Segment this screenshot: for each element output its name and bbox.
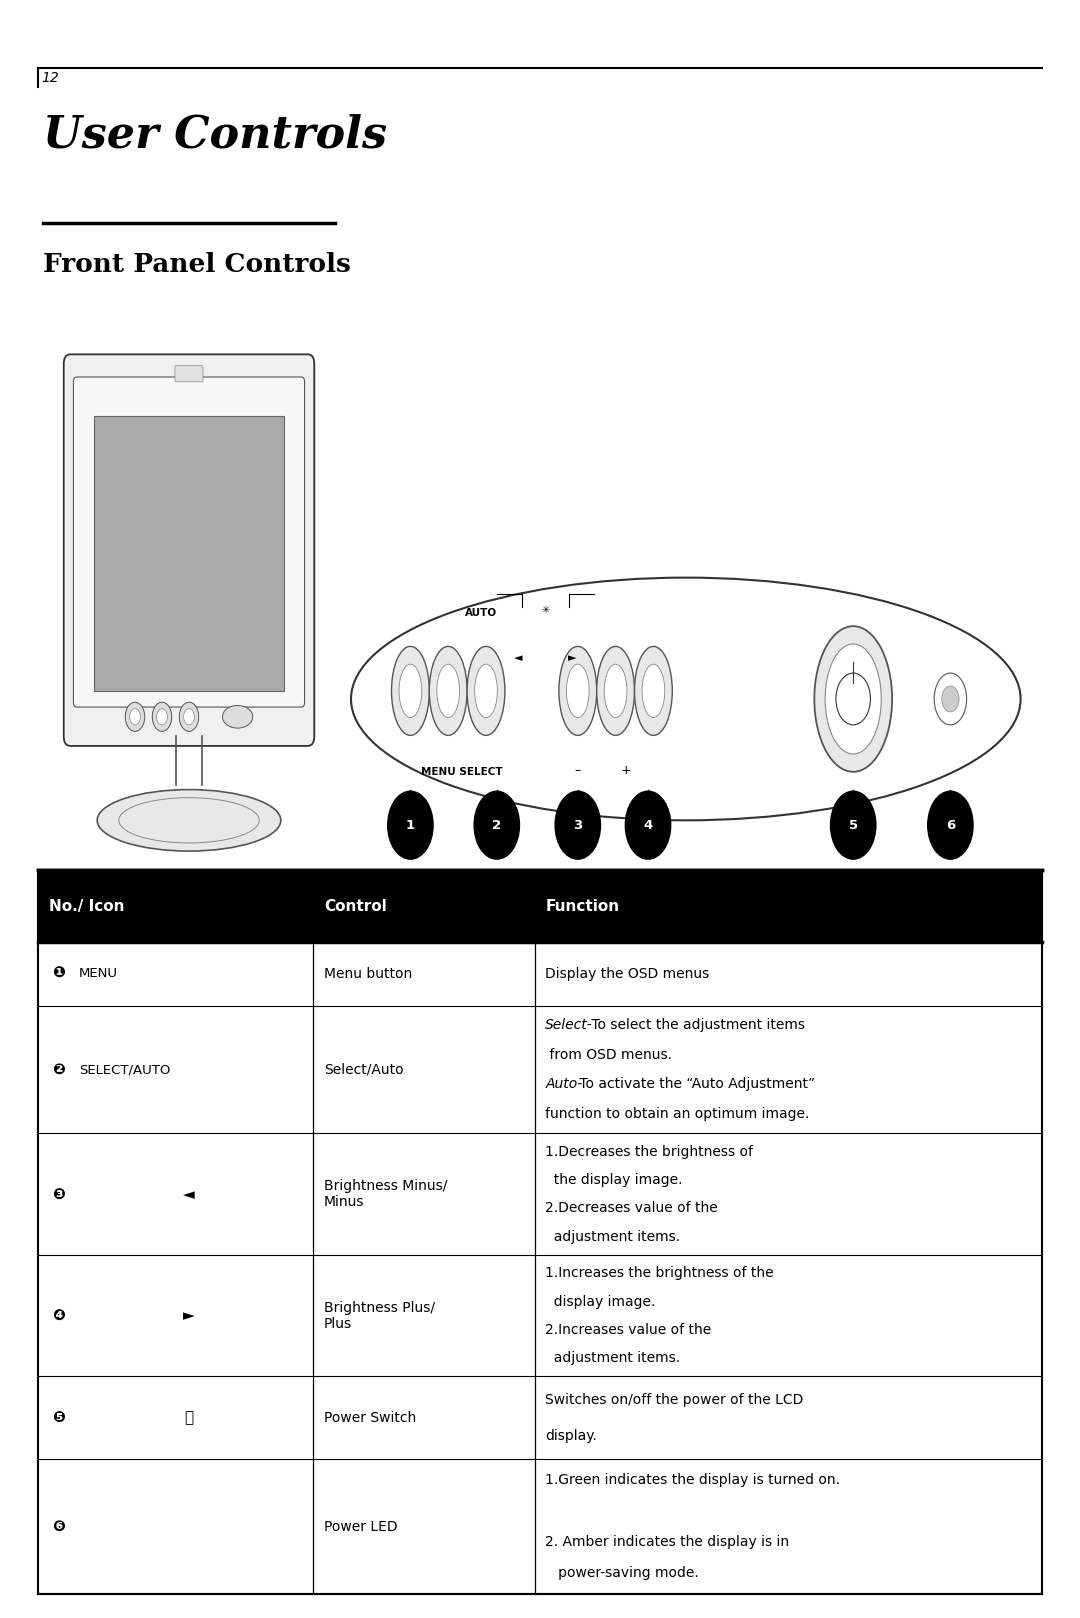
Text: Power LED: Power LED (324, 1519, 397, 1534)
Ellipse shape (475, 665, 497, 718)
Text: Switches on/off the power of the LCD: Switches on/off the power of the LCD (545, 1393, 804, 1408)
Circle shape (942, 686, 959, 712)
FancyBboxPatch shape (64, 354, 314, 746)
Text: 5: 5 (849, 819, 858, 832)
Text: 1.Green indicates the display is turned on.: 1.Green indicates the display is turned … (545, 1472, 840, 1487)
Text: 3: 3 (573, 819, 582, 832)
Text: function to obtain an optimum image.: function to obtain an optimum image. (545, 1107, 810, 1121)
Text: ❶: ❶ (52, 966, 65, 981)
Circle shape (179, 702, 199, 731)
Text: Brightness Minus/
Minus: Brightness Minus/ Minus (324, 1180, 447, 1209)
Text: Auto-: Auto- (545, 1078, 582, 1092)
Circle shape (831, 791, 876, 859)
Text: ❷: ❷ (52, 1061, 65, 1078)
Text: ◄: ◄ (184, 1186, 194, 1202)
Text: Control: Control (324, 898, 387, 914)
Text: Select/Auto: Select/Auto (324, 1063, 404, 1076)
Text: Display the OSD menus: Display the OSD menus (545, 966, 710, 981)
Text: display.: display. (545, 1429, 597, 1443)
Ellipse shape (222, 705, 253, 728)
Ellipse shape (567, 665, 590, 718)
Ellipse shape (119, 798, 259, 843)
Text: adjustment items.: adjustment items. (545, 1230, 680, 1244)
Text: 2.Decreases value of the: 2.Decreases value of the (545, 1201, 718, 1215)
Circle shape (152, 702, 172, 731)
Ellipse shape (400, 665, 421, 718)
Ellipse shape (814, 626, 892, 772)
Ellipse shape (468, 647, 504, 736)
Text: 12: 12 (41, 71, 58, 86)
Text: adjustment items.: adjustment items. (545, 1351, 680, 1366)
Circle shape (928, 791, 973, 859)
Circle shape (474, 791, 519, 859)
Text: ►: ► (184, 1307, 194, 1324)
Ellipse shape (436, 665, 460, 718)
Text: ►: ► (568, 654, 577, 663)
Text: 1.Decreases the brightness of: 1.Decreases the brightness of (545, 1146, 754, 1158)
Ellipse shape (351, 578, 1021, 820)
Ellipse shape (559, 647, 597, 736)
Text: Select-: Select- (545, 1018, 593, 1032)
Text: 4: 4 (644, 819, 652, 832)
Text: the display image.: the display image. (545, 1173, 683, 1188)
Ellipse shape (934, 673, 967, 725)
Text: ✳: ✳ (541, 605, 550, 615)
Text: Menu button: Menu button (324, 966, 413, 981)
Text: User Controls: User Controls (43, 113, 388, 157)
Circle shape (388, 791, 433, 859)
Text: Front Panel Controls: Front Panel Controls (43, 252, 351, 277)
Text: MENU: MENU (79, 968, 118, 981)
Ellipse shape (604, 665, 626, 718)
Circle shape (157, 709, 167, 725)
Ellipse shape (825, 644, 881, 754)
Ellipse shape (596, 647, 634, 736)
Text: AUTO: AUTO (464, 608, 497, 618)
Ellipse shape (635, 647, 672, 736)
Text: 6: 6 (946, 819, 955, 832)
FancyBboxPatch shape (175, 366, 203, 382)
Circle shape (125, 702, 145, 731)
Text: SELECT/AUTO: SELECT/AUTO (79, 1063, 171, 1076)
Text: No./ Icon: No./ Icon (49, 898, 124, 914)
Text: –: – (575, 764, 581, 777)
Text: 1: 1 (406, 819, 415, 832)
Circle shape (184, 709, 194, 725)
Text: To select the adjustment items: To select the adjustment items (588, 1018, 805, 1032)
Text: from OSD menus.: from OSD menus. (545, 1048, 673, 1061)
Text: ◄: ◄ (514, 654, 523, 663)
Text: 2: 2 (492, 819, 501, 832)
FancyBboxPatch shape (38, 870, 1042, 942)
Text: Function: Function (545, 898, 620, 914)
Text: ❻: ❻ (52, 1519, 65, 1534)
FancyBboxPatch shape (94, 416, 284, 691)
Text: Power Switch: Power Switch (324, 1411, 416, 1425)
Ellipse shape (642, 665, 665, 718)
Text: 2.Increases value of the: 2.Increases value of the (545, 1324, 712, 1336)
Text: MENU SELECT: MENU SELECT (421, 767, 503, 777)
Text: To activate the “Auto Adjustment”: To activate the “Auto Adjustment” (576, 1078, 815, 1092)
Text: Brightness Plus/
Plus: Brightness Plus/ Plus (324, 1301, 435, 1330)
Ellipse shape (430, 647, 467, 736)
Circle shape (555, 791, 600, 859)
Text: ❸: ❸ (52, 1186, 65, 1202)
Circle shape (130, 709, 140, 725)
Text: display image.: display image. (545, 1294, 656, 1309)
Text: ❺: ❺ (52, 1411, 65, 1425)
Circle shape (625, 791, 671, 859)
Text: 1.Increases the brightness of the: 1.Increases the brightness of the (545, 1267, 774, 1280)
Text: 2. Amber indicates the display is in: 2. Amber indicates the display is in (545, 1535, 789, 1548)
FancyBboxPatch shape (73, 377, 305, 707)
Text: power-saving mode.: power-saving mode. (545, 1566, 699, 1581)
Ellipse shape (391, 647, 429, 736)
Text: ❹: ❹ (52, 1307, 65, 1324)
Text: ⏻: ⏻ (185, 1411, 193, 1425)
Text: +: + (621, 764, 632, 777)
Ellipse shape (97, 790, 281, 851)
